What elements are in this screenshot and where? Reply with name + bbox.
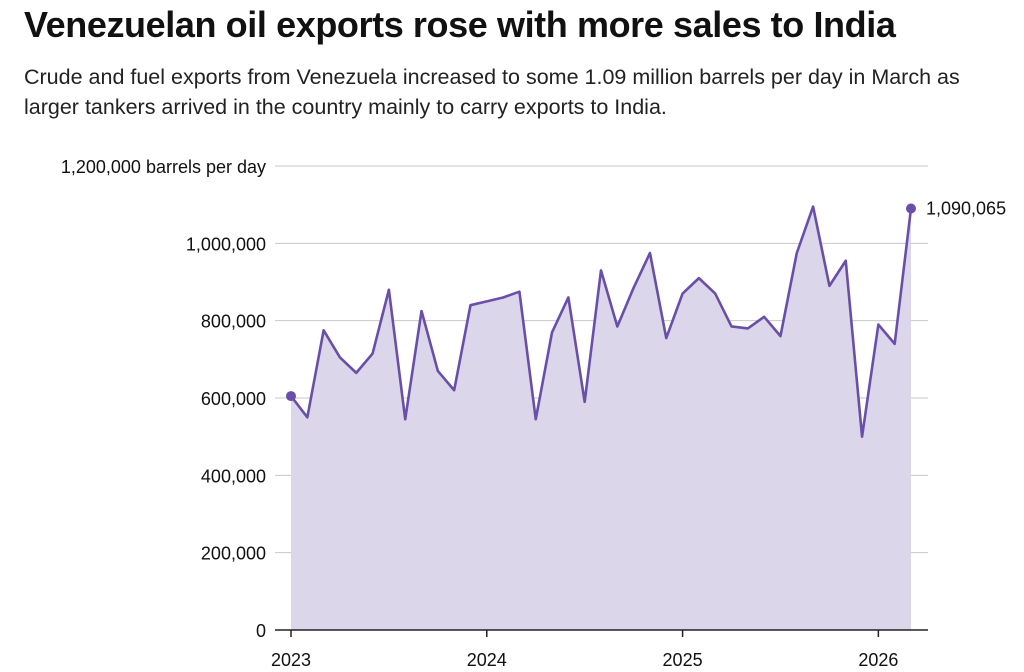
labels: 0 200,000 400,000 600,000 800,000 1,000,000 1,… xyxy=(61,157,1006,670)
y-tick-label: 600,000 xyxy=(201,389,266,409)
chart-subtitle: Crude and fuel exports from Venezuela in… xyxy=(24,65,960,119)
y-tick-label: 0 xyxy=(256,621,266,641)
chart-title: Venezuelan oil exports rose with more sa… xyxy=(24,4,896,45)
area-layer xyxy=(291,206,911,630)
y-tick-label: 400,000 xyxy=(201,466,266,486)
end-value-label: 1,090,065 xyxy=(926,199,1006,219)
line-layer xyxy=(289,205,913,438)
end-point-marker xyxy=(906,203,916,214)
y-tick-label: 200,000 xyxy=(201,544,266,564)
x-tick-label: 2023 xyxy=(271,650,311,670)
x-tick-label: 2024 xyxy=(467,650,507,670)
y-tick-label: 1,000,000 xyxy=(186,234,266,254)
start-point-marker xyxy=(286,391,296,402)
axes xyxy=(275,629,928,637)
series-area xyxy=(291,206,911,630)
x-tick-label: 2025 xyxy=(663,650,703,670)
y-tick-label: 800,000 xyxy=(201,312,266,332)
series-line xyxy=(289,205,913,438)
x-tick-label: 2026 xyxy=(858,650,898,670)
markers xyxy=(286,203,916,402)
y-tick-label: 1,200,000 barrels per day xyxy=(61,157,266,177)
